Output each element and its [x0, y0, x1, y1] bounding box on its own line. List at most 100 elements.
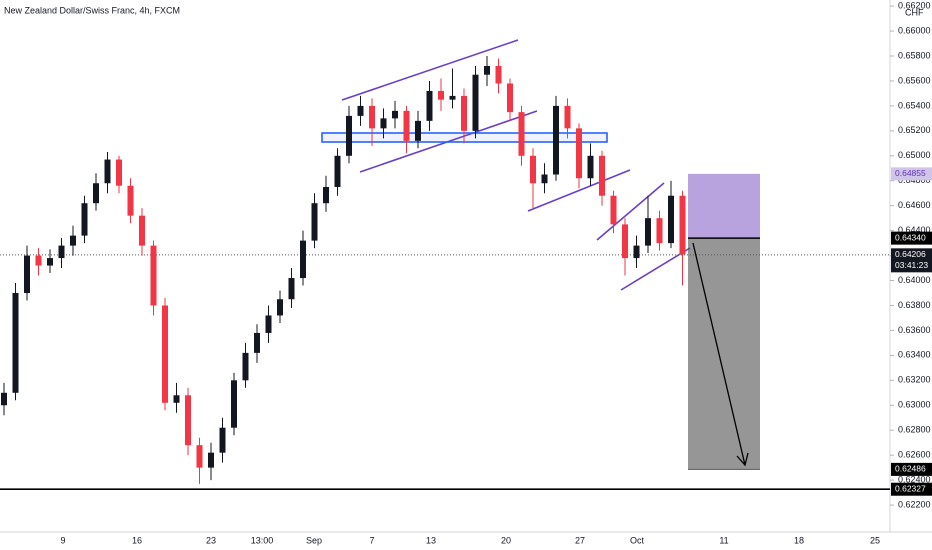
candle-body — [81, 203, 88, 236]
x-tick-label: 18 — [794, 535, 804, 545]
countdown: 03:41:23 — [895, 260, 928, 270]
y-tick-label: 0.62800 — [898, 425, 931, 435]
x-tick-label: 27 — [575, 535, 585, 545]
target-badge-bg — [891, 462, 932, 476]
candle-body — [35, 255, 42, 266]
candle-body — [599, 155, 605, 196]
candle-body — [254, 332, 260, 353]
candle-body — [668, 195, 674, 244]
x-tick-label: 23 — [206, 535, 216, 545]
x-tick-label: Oct — [630, 535, 645, 545]
candle-body — [403, 110, 410, 141]
chart-title: New Zealand Dollar/Swiss Franc, 4h, FXCM — [4, 5, 180, 15]
last-price-badge: 0.64206 — [895, 249, 926, 259]
hline-badge: 0.62327 — [895, 483, 926, 493]
candle-body — [656, 218, 663, 244]
x-tick-label: Sep — [306, 535, 322, 545]
candle-body — [150, 245, 157, 306]
candle-body — [633, 245, 640, 259]
y-tick-label: 0.63600 — [898, 325, 931, 335]
y-tick-label: 0.62600 — [898, 450, 931, 460]
trend-line — [341, 39, 519, 101]
candle-body — [162, 305, 168, 403]
candle-body — [24, 255, 30, 294]
trend-line — [596, 182, 665, 241]
target-zone — [688, 238, 760, 470]
y-tick-label: 0.64600 — [898, 200, 931, 210]
candle-body — [185, 395, 191, 446]
y-tick-label: 0.66200 — [898, 0, 931, 10]
candle-body — [346, 115, 352, 156]
x-tick-label: 20 — [501, 535, 511, 545]
candle-body — [564, 105, 571, 129]
candle-body — [415, 120, 421, 141]
candle-body — [392, 110, 398, 119]
candle-body — [472, 74, 479, 131]
candle-body — [461, 95, 467, 131]
candle-body — [587, 155, 594, 179]
candle-body — [265, 315, 272, 333]
y-tick-label: 0.64000 — [898, 275, 931, 285]
stop-zone — [688, 173, 760, 239]
candle-body — [208, 452, 214, 468]
candle-body — [323, 186, 329, 204]
entry-badge: 0.64340 — [895, 232, 926, 242]
candle-body — [449, 95, 456, 100]
y-tick-label: 0.63800 — [898, 300, 931, 310]
x-tick-label: 25 — [870, 535, 880, 545]
candle-body — [300, 240, 306, 279]
currency-label: CHF — [905, 7, 924, 17]
y-tick-label: 0.63000 — [898, 400, 931, 410]
x-tick-label: 13 — [426, 535, 436, 545]
candle-body — [576, 128, 582, 179]
stop-badge-bg — [891, 167, 932, 181]
candle-body — [518, 112, 525, 156]
candle-body — [93, 183, 99, 204]
candle-body — [622, 224, 628, 259]
candle-body — [139, 215, 145, 246]
candle-body — [438, 90, 444, 100]
hline-badge-bg — [891, 482, 932, 496]
candle-body — [47, 258, 53, 266]
candle-body — [645, 218, 651, 246]
candle-body — [231, 380, 237, 428]
candle-body — [104, 159, 111, 184]
y-tick-label: 0.65000 — [898, 150, 931, 160]
candle-body — [12, 293, 19, 393]
candle-body — [679, 195, 686, 255]
candle-body — [288, 278, 295, 300]
y-tick-label: 0.65800 — [898, 50, 931, 60]
y-tick-label: 0.66000 — [898, 25, 931, 35]
y-tick-label: 0.63400 — [898, 350, 931, 360]
y-tick-label: 0.64400 — [898, 225, 931, 235]
candle-body — [484, 65, 490, 75]
arrow-head — [736, 452, 749, 467]
candle-body — [219, 427, 226, 453]
y-tick-label: 0.65200 — [898, 125, 931, 135]
x-tick-label: 9 — [60, 535, 65, 545]
candle-body — [507, 83, 513, 113]
candle-body — [127, 185, 134, 216]
candle-body — [311, 203, 318, 241]
x-tick-label: 11 — [719, 535, 728, 545]
candle-body — [173, 395, 180, 403]
candle-body — [541, 174, 548, 184]
last-price-bg — [891, 248, 932, 273]
x-tick-label: 7 — [369, 535, 374, 545]
y-tick-label: 0.62200 — [898, 499, 931, 509]
y-tick-label: 0.63200 — [898, 375, 931, 385]
trend-line — [527, 169, 631, 212]
stop-badge: 0.64855 — [895, 168, 926, 178]
y-tick-label: 0.62400 — [898, 474, 931, 484]
candle-body — [553, 105, 559, 175]
candle-body — [196, 445, 203, 468]
y-tick-label: 0.65600 — [898, 75, 931, 85]
entry-badge-bg — [891, 231, 932, 245]
target-badge: 0.62486 — [895, 464, 926, 474]
candle-body — [58, 245, 65, 259]
candle-body — [70, 235, 76, 246]
candle-body — [495, 65, 502, 84]
